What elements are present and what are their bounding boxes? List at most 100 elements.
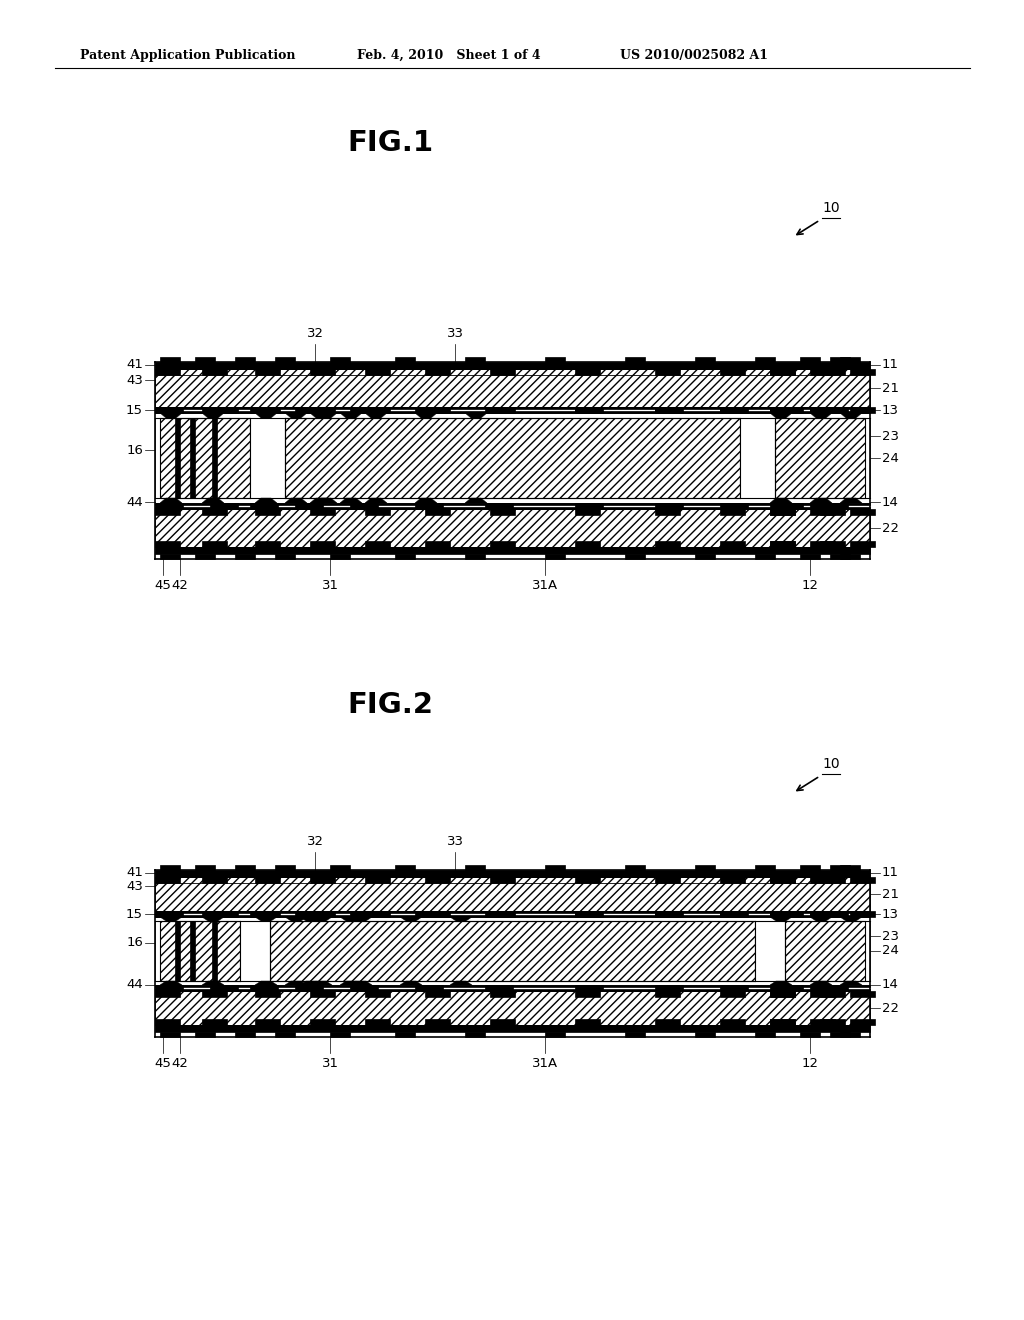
Polygon shape (810, 917, 831, 921)
Bar (770, 911, 798, 917)
Text: 41: 41 (126, 866, 143, 879)
Bar (740, 418, 775, 498)
Polygon shape (300, 917, 322, 921)
Polygon shape (415, 498, 437, 503)
Bar (575, 407, 600, 413)
Bar (155, 911, 183, 917)
Bar (770, 541, 795, 546)
Bar (545, 865, 565, 870)
Bar (395, 1032, 415, 1038)
Bar (485, 985, 513, 991)
Text: 44: 44 (126, 978, 143, 991)
Bar (810, 911, 835, 917)
Bar (212, 418, 217, 498)
Bar (330, 356, 350, 362)
Bar (155, 507, 870, 510)
Bar (770, 911, 795, 917)
Bar (850, 911, 874, 917)
Bar (720, 510, 745, 515)
Bar (720, 370, 745, 375)
Bar (830, 554, 850, 558)
Bar (655, 876, 680, 883)
Bar (490, 510, 515, 515)
Bar (425, 876, 450, 883)
Polygon shape (810, 981, 831, 985)
Bar (155, 985, 183, 991)
Bar (775, 911, 803, 917)
Bar (365, 370, 390, 375)
Bar (625, 356, 645, 362)
Bar (425, 370, 450, 375)
Bar (210, 911, 238, 917)
Polygon shape (160, 413, 182, 418)
Polygon shape (255, 498, 278, 503)
Bar (365, 1019, 390, 1026)
Text: 42: 42 (172, 1057, 188, 1071)
Bar (175, 921, 180, 981)
Bar (820, 911, 845, 917)
Bar (800, 865, 820, 870)
Text: 32: 32 (306, 327, 324, 341)
Bar (720, 503, 748, 510)
Bar (820, 541, 845, 546)
Bar (775, 407, 803, 413)
Text: 44: 44 (126, 495, 143, 508)
Bar (365, 876, 390, 883)
Polygon shape (310, 917, 332, 921)
Bar (720, 911, 745, 917)
Text: Patent Application Publication: Patent Application Publication (80, 49, 296, 62)
Bar (720, 876, 745, 883)
Polygon shape (365, 413, 387, 418)
Text: 43: 43 (126, 374, 143, 387)
Polygon shape (310, 981, 332, 985)
Bar (655, 407, 680, 413)
Bar (155, 911, 870, 913)
Bar (155, 876, 180, 883)
Bar (255, 541, 280, 546)
Bar (415, 911, 443, 917)
Bar (270, 921, 755, 981)
Polygon shape (160, 498, 182, 503)
Text: 13: 13 (882, 404, 899, 417)
Bar (255, 1019, 280, 1026)
Text: 16: 16 (126, 444, 143, 457)
Bar (800, 356, 820, 362)
Text: 31A: 31A (531, 1057, 558, 1071)
Text: 24: 24 (882, 945, 899, 957)
Bar (250, 407, 278, 413)
Bar (575, 407, 603, 413)
Bar (820, 407, 848, 413)
Polygon shape (840, 917, 862, 921)
Bar (575, 985, 603, 991)
Text: 42: 42 (172, 579, 188, 591)
Bar (425, 911, 450, 917)
Bar (830, 356, 850, 362)
Polygon shape (202, 981, 224, 985)
Text: 41: 41 (126, 359, 143, 371)
Bar (485, 911, 513, 917)
Bar (770, 876, 795, 883)
Text: 31A: 31A (531, 579, 558, 591)
Bar (810, 1019, 835, 1026)
Bar (202, 541, 227, 546)
Polygon shape (400, 917, 422, 921)
Bar (820, 370, 845, 375)
Bar (810, 876, 835, 883)
Bar (310, 991, 335, 997)
Text: 24: 24 (882, 451, 899, 465)
Bar (720, 1019, 745, 1026)
Bar (770, 985, 798, 991)
Bar (350, 985, 378, 991)
Bar (720, 991, 745, 997)
Bar (775, 503, 803, 510)
Bar (155, 921, 870, 981)
Text: 22: 22 (882, 1002, 899, 1015)
Polygon shape (255, 981, 278, 985)
Polygon shape (350, 981, 372, 985)
Bar (720, 985, 748, 991)
Text: 12: 12 (802, 1057, 818, 1071)
Polygon shape (310, 498, 332, 503)
Polygon shape (310, 413, 332, 418)
Bar (810, 407, 835, 413)
Polygon shape (770, 917, 792, 921)
